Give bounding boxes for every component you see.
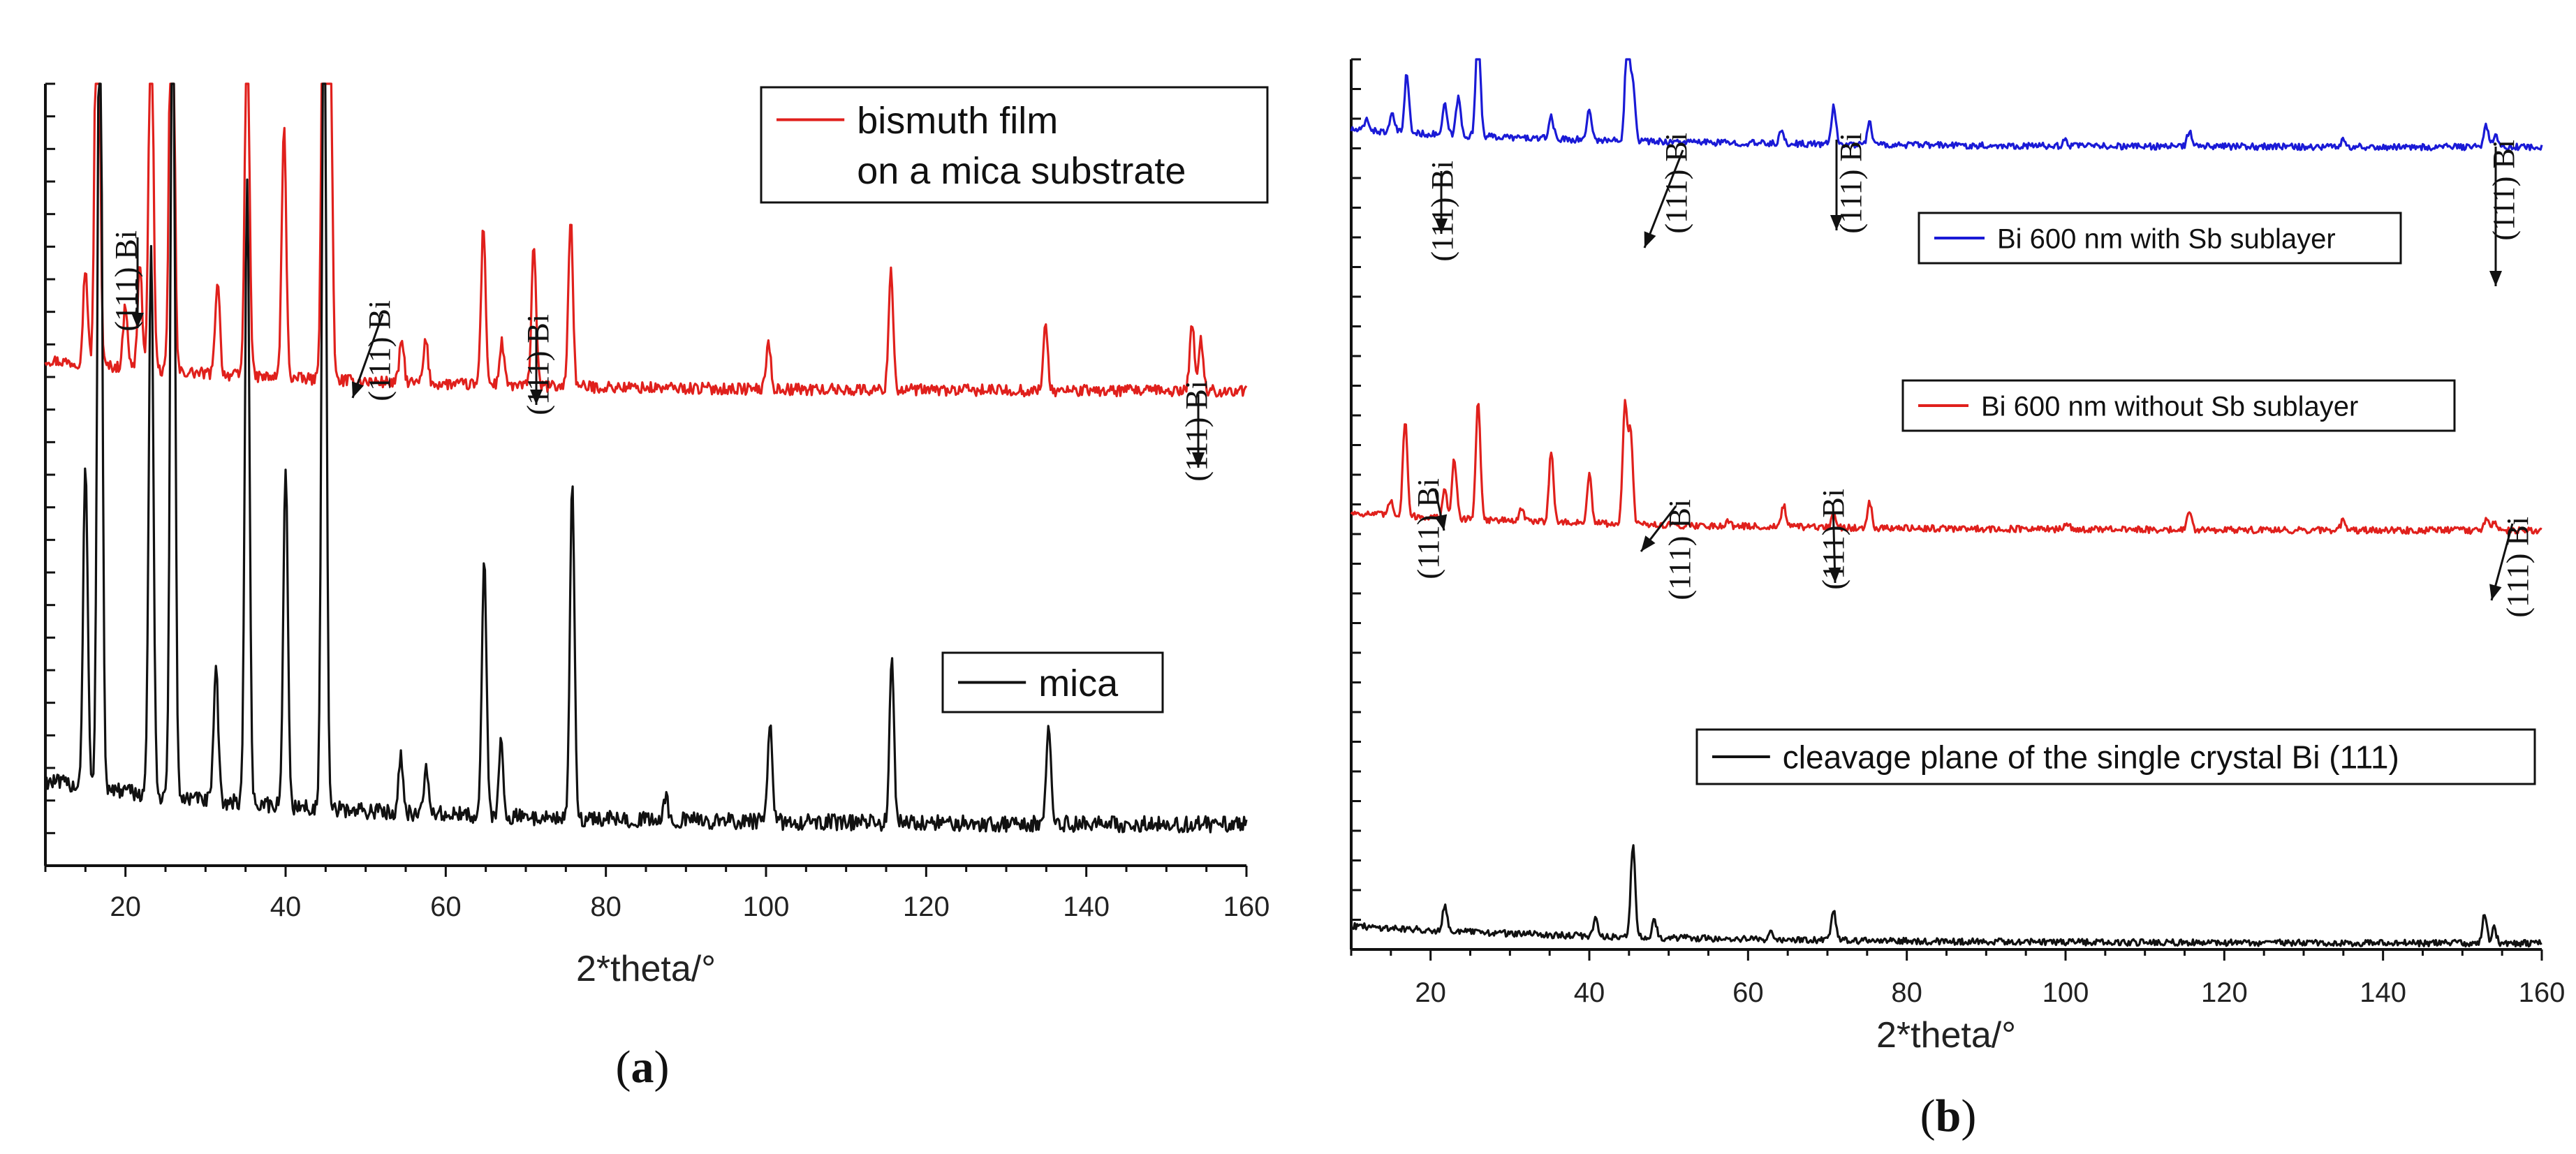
annotation-label: (111) Bi [362,300,397,401]
x-axis-title: 2*theta/° [1876,1015,2016,1056]
annotation-b-3: (111) Bi [2487,140,2521,286]
annotation-arrow-head [351,381,364,398]
annotation-b-4: (111) Bi [1411,478,1448,579]
annotation-label: (111) Bi [1179,380,1214,482]
annotation-arrow-head [530,390,543,405]
series-line-b-0 [1350,58,2543,151]
series-line-a-0 [44,82,1248,398]
annotation-arrow-head [1828,567,1841,583]
x-tick-label: 80 [1891,977,1922,1008]
legend-box [760,86,1269,204]
legend-box [1901,379,2456,432]
annotation-b-7: (111) Bi [2489,517,2535,618]
x-tick-label: 80 [590,892,621,922]
panel-caption: (a) [616,1042,670,1093]
series-line-a-1 [44,82,1248,834]
panel-caption: (b) [1920,1090,1977,1141]
legend-label: Bi 600 nm without Sb sublayer [1981,391,2358,422]
annotation-arrow-head [1434,514,1448,531]
legend-b-2: cleavage plane of the single crystal Bi … [1695,728,2536,785]
x-tick-label: 140 [1063,892,1110,922]
annotation-b-1: (111) Bi [1643,133,1693,249]
annotation-a-1: (111) Bi [351,300,397,401]
chart-panel-a: 20 40 60 80 100 120 140 160 2*theta/° bismuth fil… [44,82,1270,1093]
legend-label: bismuth film [857,100,1058,142]
x-tick-label: 40 [1574,977,1605,1008]
legend-label: on a mica substrate [857,150,1186,192]
x-tick-label: 60 [1732,977,1764,1008]
legend-label: Bi 600 nm with Sb sublayer [1997,223,2336,254]
annotation-b-0: (111) Bi [1425,161,1459,262]
annotation-a-3: (111) Bi [1179,380,1214,482]
annotation-label: (111) Bi [1411,478,1445,579]
x-tick-label: 40 [270,892,302,922]
annotation-a-2: (111) Bi [521,314,555,415]
x-tick-label: 100 [743,892,790,922]
x-tick-label: 20 [110,892,141,922]
x-tick-label: 60 [430,892,462,922]
annotation-arrow-head [1435,219,1448,234]
annotation-a-0: (111) Bi [109,230,144,332]
annotation-arrow-head [1644,231,1656,248]
panel-caption-letter: b [1936,1090,1962,1141]
legend-box [1918,212,2402,265]
legend-a-1: mica [941,651,1164,713]
annotation-label: (111) Bi [2501,517,2535,618]
legend-box [1695,728,2536,785]
series-line-b-2 [1350,844,2542,948]
x-tick-label: 160 [1223,892,1270,922]
annotation-b-6: (111) Bi [1816,489,1850,590]
chart-panel-b: 20 40 60 80 100 120 140 160 2*theta/° Bi 600 nm w… [1350,58,2566,1141]
x-tick-label: 120 [2201,977,2248,1008]
annotation-arrow-head [1641,535,1656,552]
x-tick-label: 140 [2360,977,2406,1008]
legend-label: cleavage plane of the single crystal Bi … [1783,739,2399,776]
annotation-arrow-head [1192,452,1205,468]
x-tick-label: 100 [2043,977,2089,1008]
annotation-b-5: (111) Bi [1640,499,1697,600]
annotation-arrow-head [131,313,144,328]
annotation-arrow-head [1830,215,1843,230]
legend-b-1: Bi 600 nm without Sb sublayer [1901,379,2456,432]
legend-a-0: bismuth film on a mica substrate [760,86,1269,204]
annotation-arrow-head [2489,584,2502,600]
panel-caption-letter: a [631,1042,654,1093]
x-tick-label: 120 [903,892,950,922]
annotation-arrow-shaft [1643,149,1684,249]
legend-b-0: Bi 600 nm with Sb sublayer [1918,212,2402,265]
legend-label: mica [1038,663,1119,704]
x-tick-label: 20 [1415,977,1446,1008]
annotation-label: (111) Bi [1659,133,1693,234]
x-axis-title: 2*theta/° [576,949,716,989]
x-tick-label: 160 [2519,977,2566,1008]
annotation-label: (111) Bi [1663,499,1697,600]
series-line-b-1 [1350,399,2542,535]
annotation-b-2: (111) Bi [1830,133,1868,234]
annotation-arrow-head [2489,271,2502,286]
annotation-label: (111) Bi [2487,140,2521,241]
